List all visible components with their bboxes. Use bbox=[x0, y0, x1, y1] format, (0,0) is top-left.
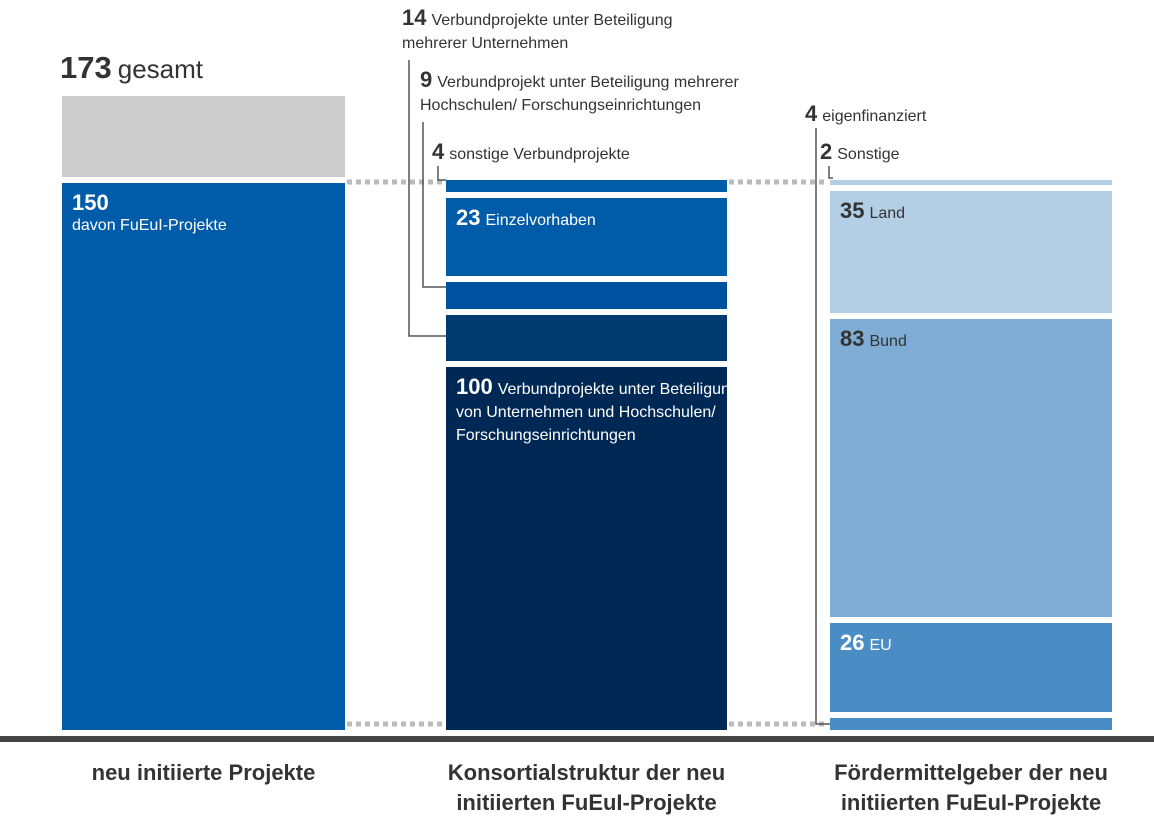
segment-bar bbox=[830, 718, 1112, 730]
segment-text: davon FuEuI-Projekte bbox=[72, 217, 227, 235]
total-text: gesamt bbox=[117, 54, 203, 84]
segment-label: 100 Verbundprojekte unter Beteiligung von… bbox=[456, 375, 741, 447]
category-text: Konsortialstruktur der neu initiierten F… bbox=[447, 760, 726, 815]
segment-value: 4 bbox=[432, 139, 445, 164]
segment-text: sonstige Verbundprojekte bbox=[449, 146, 630, 163]
category-text: neu initiierte Projekte bbox=[91, 760, 316, 785]
segment-bar bbox=[446, 366, 727, 730]
segment-bar bbox=[62, 183, 345, 730]
segment-value: 9 bbox=[420, 67, 433, 92]
leaders bbox=[408, 60, 833, 725]
segment-value: 23 bbox=[456, 204, 481, 230]
segment-value: 4 bbox=[805, 101, 818, 126]
segment-label: 4 eigenfinanziert bbox=[805, 102, 1105, 128]
segment-text: EU bbox=[869, 637, 892, 655]
segment-label: 26 EU bbox=[840, 631, 1110, 657]
segment-bar bbox=[830, 623, 1112, 713]
segment-label: 35 Land bbox=[840, 199, 1110, 225]
segment-label: 14 Verbundprojekte unter Beteiligung mehr… bbox=[402, 6, 707, 55]
segment-label: 150 davon FuEuI-Projekte bbox=[72, 191, 342, 237]
segment-value: 14 bbox=[402, 5, 427, 30]
segment-label: 4 sonstige Verbundprojekte bbox=[432, 140, 732, 166]
segment-value: 35 bbox=[840, 197, 865, 223]
segment-bar bbox=[446, 197, 727, 277]
total-value: 173 bbox=[60, 50, 112, 85]
segment-value: 26 bbox=[840, 630, 865, 656]
segment-label: 83 Bund bbox=[840, 327, 1110, 353]
segment-bar bbox=[830, 190, 1112, 313]
segment-bar bbox=[446, 315, 727, 361]
segment-value: 100 bbox=[456, 373, 493, 399]
segment-bar bbox=[830, 180, 1112, 185]
segment-value: 83 bbox=[840, 325, 865, 351]
total-label: 173 gesamt bbox=[60, 50, 203, 86]
total-bar bbox=[62, 96, 345, 178]
leader-line bbox=[828, 166, 833, 179]
baseline bbox=[0, 736, 1154, 742]
segment-label: 2 Sonstige bbox=[820, 140, 1120, 166]
category-label: Fördermittelgeber der neu initiierten Fu… bbox=[786, 758, 1154, 818]
segment-text: Verbundprojekt unter Beteiligung mehrere… bbox=[420, 74, 739, 114]
segment-text: Sonstige bbox=[837, 146, 900, 163]
leader-line bbox=[437, 166, 446, 181]
segment-bar bbox=[446, 282, 727, 310]
segment-value: 2 bbox=[820, 139, 833, 164]
segment-bar bbox=[446, 180, 727, 192]
segment-text: Land bbox=[869, 204, 906, 222]
segment-text: Bund bbox=[869, 332, 907, 350]
segment-text: Verbundprojekte unter Beteiligung mehrer… bbox=[402, 12, 673, 52]
segment-bar bbox=[830, 318, 1112, 618]
segment-text: Einzelvorhaben bbox=[485, 211, 596, 229]
category-text: Fördermittelgeber der neu initiierten Fu… bbox=[834, 760, 1108, 815]
connectors bbox=[347, 179, 828, 727]
segment-text: eigenfinanziert bbox=[822, 108, 927, 125]
category-label: Konsortialstruktur der neu initiierten F… bbox=[402, 758, 772, 818]
segment-text: Verbundprojekte unter Beteiligung von Un… bbox=[456, 380, 739, 444]
leader-line bbox=[815, 128, 830, 725]
category-label: neu initiierte Projekte bbox=[4, 758, 404, 788]
leader-line bbox=[408, 60, 446, 337]
leader-line bbox=[422, 122, 446, 288]
segment-label: 23 Einzelvorhaben bbox=[456, 206, 741, 232]
segment-label: 9 Verbundprojekt unter Beteiligung mehrer… bbox=[420, 68, 765, 117]
segment-value: 150 bbox=[72, 190, 109, 216]
